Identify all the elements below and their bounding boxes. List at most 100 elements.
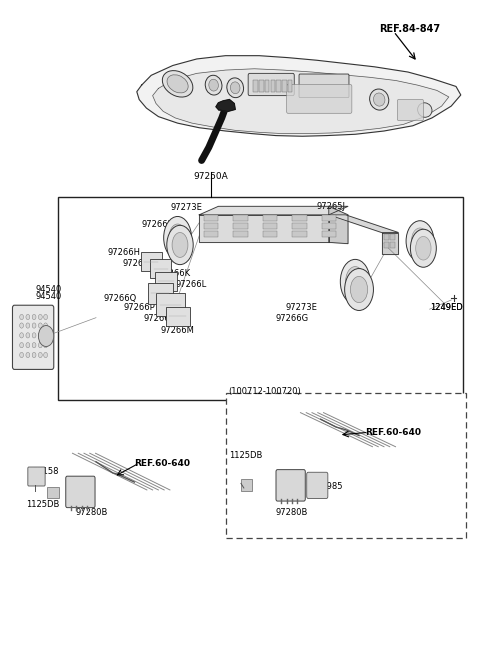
Circle shape <box>44 352 48 358</box>
Text: 97266P: 97266P <box>124 303 156 312</box>
Ellipse shape <box>418 103 432 117</box>
Circle shape <box>44 333 48 338</box>
Ellipse shape <box>373 93 385 106</box>
Ellipse shape <box>406 221 434 261</box>
Bar <box>47 487 59 498</box>
Polygon shape <box>329 215 398 233</box>
Text: 97266H: 97266H <box>108 248 141 257</box>
Bar <box>292 231 307 237</box>
Ellipse shape <box>209 79 218 91</box>
Polygon shape <box>216 100 235 111</box>
Text: (100712-100720): (100712-100720) <box>228 387 301 396</box>
FancyBboxPatch shape <box>148 283 173 304</box>
Text: 1125DB: 1125DB <box>26 500 60 509</box>
FancyBboxPatch shape <box>141 252 162 271</box>
Circle shape <box>32 314 36 320</box>
Text: 97266Q: 97266Q <box>103 293 136 303</box>
Ellipse shape <box>345 269 373 310</box>
FancyBboxPatch shape <box>166 307 190 326</box>
Polygon shape <box>199 206 348 215</box>
Ellipse shape <box>167 225 193 265</box>
Text: 94540: 94540 <box>36 291 62 301</box>
Text: 97273E: 97273E <box>170 203 202 212</box>
Circle shape <box>26 323 30 328</box>
Bar <box>233 215 248 221</box>
FancyBboxPatch shape <box>287 84 352 113</box>
Circle shape <box>32 333 36 338</box>
Ellipse shape <box>227 78 243 98</box>
FancyBboxPatch shape <box>307 472 328 498</box>
Ellipse shape <box>350 276 368 303</box>
Text: 97266G: 97266G <box>276 314 309 324</box>
Bar <box>226 393 466 538</box>
Circle shape <box>38 326 54 346</box>
Bar <box>265 80 269 92</box>
Bar <box>263 215 277 221</box>
Bar <box>204 223 218 229</box>
Text: 97266N: 97266N <box>143 314 176 324</box>
Text: 97266J: 97266J <box>122 259 152 268</box>
FancyBboxPatch shape <box>28 467 45 486</box>
Text: 97265J: 97265J <box>317 202 346 211</box>
Text: 97280B: 97280B <box>276 508 308 517</box>
FancyBboxPatch shape <box>276 470 305 501</box>
Ellipse shape <box>164 216 192 259</box>
Circle shape <box>44 323 48 328</box>
Polygon shape <box>137 56 461 136</box>
Bar <box>384 234 389 240</box>
Circle shape <box>44 343 48 348</box>
Bar <box>263 223 277 229</box>
Bar <box>58 196 463 400</box>
Ellipse shape <box>416 236 431 260</box>
Text: 97158: 97158 <box>33 467 59 476</box>
Bar <box>390 242 395 248</box>
Circle shape <box>32 352 36 358</box>
Circle shape <box>38 314 42 320</box>
Bar <box>292 223 307 229</box>
Circle shape <box>26 333 30 338</box>
FancyBboxPatch shape <box>397 100 423 121</box>
Bar <box>233 223 248 229</box>
Bar <box>288 80 292 92</box>
Bar <box>263 231 277 237</box>
Text: 97266F: 97266F <box>142 219 173 229</box>
Bar <box>271 80 275 92</box>
Bar <box>233 231 248 237</box>
Circle shape <box>38 323 42 328</box>
Ellipse shape <box>162 71 193 97</box>
Bar <box>241 479 252 491</box>
FancyBboxPatch shape <box>12 305 54 369</box>
Text: 1249ED: 1249ED <box>430 303 462 312</box>
FancyBboxPatch shape <box>155 272 177 291</box>
Circle shape <box>38 333 42 338</box>
Ellipse shape <box>410 229 436 267</box>
Ellipse shape <box>167 75 188 93</box>
Ellipse shape <box>346 267 365 297</box>
Bar <box>322 231 336 237</box>
Text: 97266L: 97266L <box>175 280 206 290</box>
Text: 97266M: 97266M <box>161 326 195 335</box>
Bar <box>282 80 287 92</box>
Text: 1125DB: 1125DB <box>229 451 263 460</box>
Ellipse shape <box>340 259 370 304</box>
Polygon shape <box>199 215 329 242</box>
Circle shape <box>38 352 42 358</box>
Bar <box>204 231 218 237</box>
FancyBboxPatch shape <box>66 476 95 508</box>
Text: 97250A: 97250A <box>194 172 228 181</box>
Bar <box>292 215 307 221</box>
Circle shape <box>20 314 24 320</box>
FancyBboxPatch shape <box>299 74 349 98</box>
Circle shape <box>38 343 42 348</box>
Polygon shape <box>382 233 398 254</box>
Bar <box>390 234 395 240</box>
Bar <box>276 80 281 92</box>
Bar <box>384 242 389 248</box>
Ellipse shape <box>205 75 222 95</box>
Ellipse shape <box>169 224 186 252</box>
Ellipse shape <box>172 233 188 257</box>
Circle shape <box>26 343 30 348</box>
Polygon shape <box>153 69 449 134</box>
Circle shape <box>32 323 36 328</box>
Bar <box>259 80 264 92</box>
